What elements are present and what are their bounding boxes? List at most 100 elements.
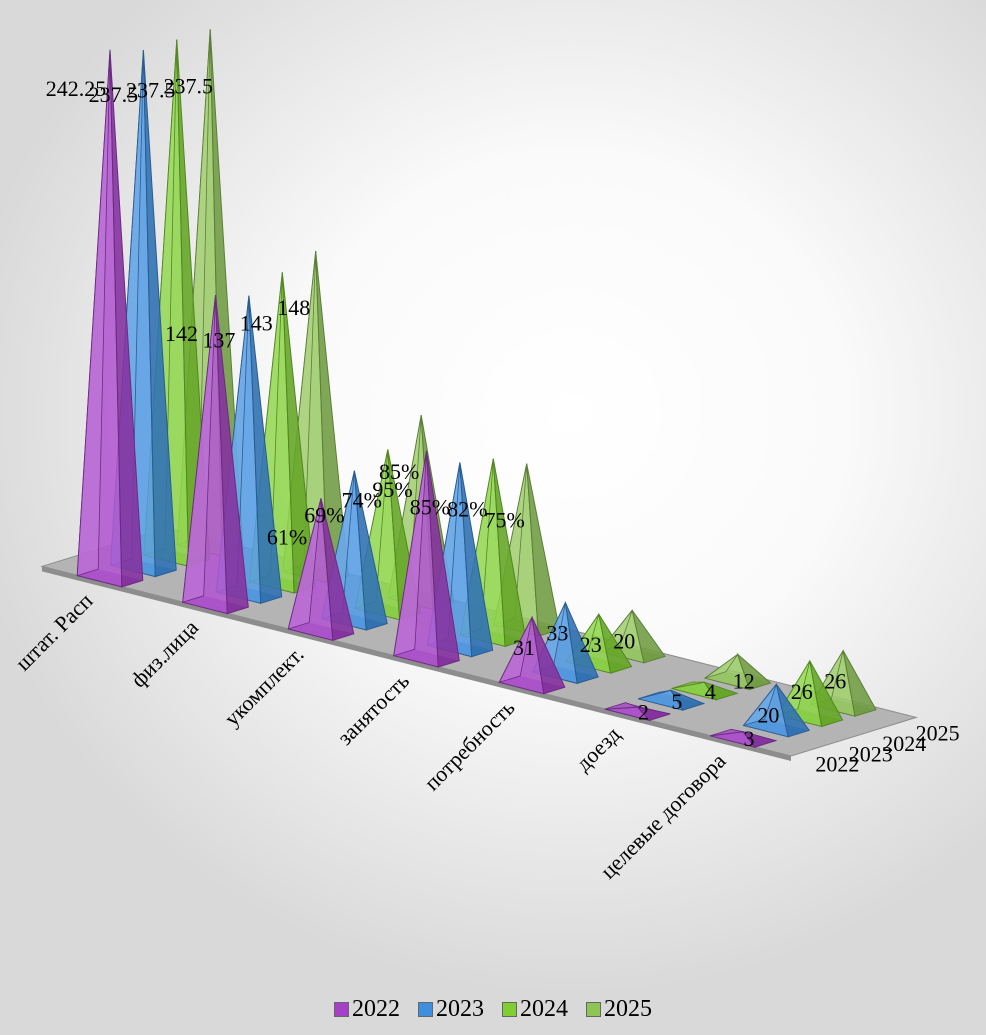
category-label: штат. Расп xyxy=(10,588,97,675)
pyramid-face-side xyxy=(109,49,144,588)
pyramid-face-side xyxy=(492,458,527,648)
pyramid-face-left xyxy=(704,654,739,679)
data-label: 85% xyxy=(410,495,450,520)
data-label: 26 xyxy=(824,669,846,694)
pyramid-face-side xyxy=(741,730,778,748)
legend: 2022 2023 2024 2025 xyxy=(0,996,986,1023)
pyramid-face-side xyxy=(631,610,666,664)
legend-label: 2025 xyxy=(604,996,652,1022)
legend-swatch xyxy=(334,1002,349,1017)
data-label: 12 xyxy=(733,669,755,694)
data-label: 95% xyxy=(372,477,412,502)
data-label: 61% xyxy=(267,524,307,549)
data-label: 2 xyxy=(638,700,649,725)
category-label: потребность xyxy=(419,695,519,795)
pyramid-face-side xyxy=(564,602,599,685)
pyramid-2022-2 xyxy=(182,295,249,615)
legend-swatch xyxy=(586,1002,601,1017)
pyramid-face-left xyxy=(182,295,216,603)
pyramid-face-side xyxy=(842,650,877,717)
pyramid-face-side xyxy=(353,470,388,631)
pyramid-2022-1 xyxy=(76,49,144,588)
pyramid-face-side xyxy=(320,498,355,641)
depth-label: 2022 xyxy=(815,752,859,777)
pyramid-face-side xyxy=(809,660,844,728)
pyramid-face-left xyxy=(76,49,111,577)
pyramid-face-side xyxy=(142,49,177,578)
pyramid-2024-6 xyxy=(671,681,739,701)
pyramid-face-left xyxy=(671,681,705,689)
data-label: 75% xyxy=(485,508,525,533)
pyramid-face-left xyxy=(604,702,638,710)
data-label: 31 xyxy=(513,635,535,660)
legend-item: 2023 xyxy=(418,996,484,1023)
pyramid-face-side xyxy=(215,295,249,615)
category-label: укомплект. xyxy=(219,641,308,730)
legend-label: 2022 xyxy=(352,996,400,1022)
pyramid-face-side xyxy=(736,652,772,691)
pyramid-2023-6 xyxy=(637,689,706,711)
category-label: физ.лица xyxy=(126,615,204,693)
legend-item: 2024 xyxy=(502,996,568,1023)
data-label: 74% xyxy=(342,488,382,513)
pyramid-2022-4 xyxy=(393,450,460,668)
category-label: доезд xyxy=(571,722,625,776)
category-label: целевые договора xyxy=(595,748,730,883)
pyramid-face-left xyxy=(710,728,744,737)
data-label: 4 xyxy=(705,679,716,704)
pyramid-face-left xyxy=(287,498,322,630)
pyramid-2022-6 xyxy=(604,702,671,722)
data-label: 69% xyxy=(304,503,344,528)
pyramid-face-side xyxy=(248,295,283,604)
pyramid-face-side xyxy=(459,462,494,658)
data-label: 26 xyxy=(791,679,813,704)
pyramid-face-left xyxy=(498,617,533,684)
legend-label: 2024 xyxy=(520,996,568,1022)
data-label: 3 xyxy=(744,726,755,751)
legend-swatch xyxy=(502,1002,517,1017)
pyramid-face-side xyxy=(703,681,739,701)
pyramid-face-left xyxy=(637,689,672,700)
data-label: 137 xyxy=(202,328,235,353)
legend-item: 2025 xyxy=(586,996,652,1023)
pyramid-face-side xyxy=(598,613,633,674)
pyramid-2023-7 xyxy=(742,683,811,738)
data-label: 82% xyxy=(447,497,487,522)
pyramid-face-side xyxy=(426,450,460,668)
data-label: 142 xyxy=(165,321,198,346)
data-label: 148 xyxy=(277,295,310,320)
pyramid-face-side xyxy=(531,616,566,695)
data-label: 33 xyxy=(546,621,568,646)
data-label: 23 xyxy=(580,632,602,657)
category-label: занятость xyxy=(332,668,414,750)
legend-swatch xyxy=(418,1002,433,1017)
pyramid-face-side xyxy=(775,684,811,738)
data-label: 20 xyxy=(757,702,779,727)
data-labels: 237.5237.5237.5242.2514814313714285%74%6… xyxy=(46,73,846,751)
data-label: 242.25 xyxy=(46,76,107,101)
data-label: 237.5 xyxy=(126,78,176,103)
pyramid-2025-6 xyxy=(703,652,772,691)
pyramids xyxy=(76,29,877,748)
legend-label: 2023 xyxy=(436,996,484,1022)
legend-item: 2022 xyxy=(334,996,400,1023)
data-label: 237.5 xyxy=(163,73,213,98)
data-label: 20 xyxy=(613,628,635,653)
data-label: 237.5 xyxy=(89,82,139,107)
pyramid-2022-3 xyxy=(287,498,355,641)
data-label: 5 xyxy=(671,689,682,714)
pyramid-face-left xyxy=(393,450,427,657)
pyramid-face-side xyxy=(636,706,671,721)
depth-label: 2023 xyxy=(849,741,893,766)
pyramid-2022-5 xyxy=(498,615,566,695)
depth-label: 2025 xyxy=(916,721,960,746)
pyramid-2022-7 xyxy=(710,728,778,748)
pyramid-face-side xyxy=(669,689,706,711)
depth-label: 2024 xyxy=(882,731,926,756)
pyramid-face-left xyxy=(742,684,777,727)
data-label: 143 xyxy=(240,310,273,335)
pyramid-face-side xyxy=(526,463,561,637)
chart-floor-edge xyxy=(42,566,791,761)
